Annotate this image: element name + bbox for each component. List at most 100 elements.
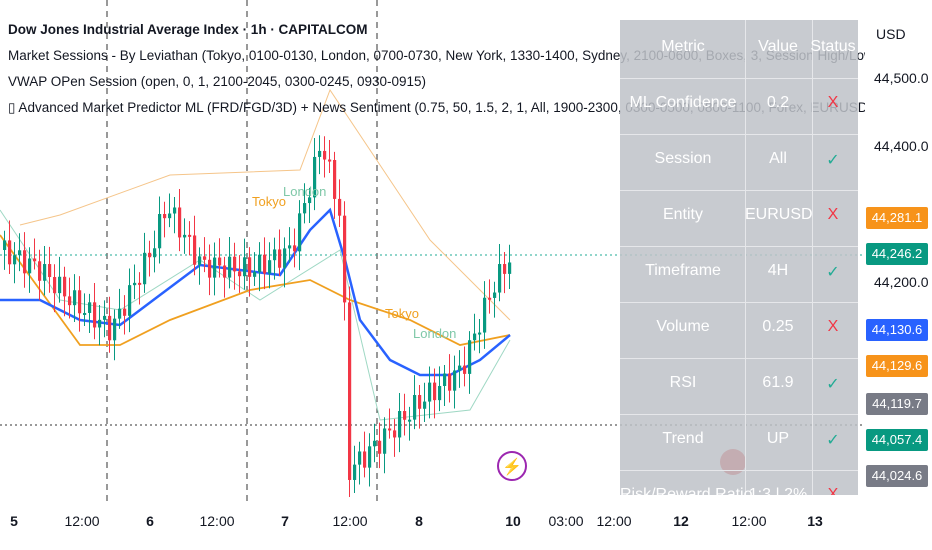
table-cell: Risk/Reward Ratio: [620, 486, 753, 495]
candle-body: [63, 276, 67, 297]
candle-body: [178, 207, 182, 238]
time-label: 5: [10, 513, 18, 529]
candle-body: [103, 315, 107, 320]
session-label: Tokyo: [252, 194, 286, 209]
price-tag: 44,024.6: [866, 465, 928, 487]
currency: USD: [876, 26, 906, 42]
candle-body: [138, 282, 142, 285]
price-tag: 44,246.2: [866, 243, 928, 265]
candle-body: [218, 257, 222, 266]
candle-body: [123, 308, 127, 316]
candle-body: [213, 257, 217, 278]
table-cell: Volume: [656, 318, 710, 335]
candle-body: [503, 264, 507, 274]
price-tag: 44,281.1: [866, 207, 928, 229]
price-label: 44,200.0: [874, 274, 929, 290]
candle-body: [268, 260, 272, 274]
candle-body: [198, 256, 202, 265]
price-label: 44,500.0: [874, 70, 929, 86]
table-cell: Timeframe: [645, 262, 721, 279]
candle-body: [463, 365, 467, 374]
title: Dow Jones Industrial Average Index · 1h …: [8, 22, 368, 37]
time-label: 8: [415, 513, 423, 529]
candle-body: [338, 198, 342, 216]
candle-body: [258, 254, 262, 273]
candle-body: [488, 297, 492, 300]
table-cell: UP: [766, 430, 790, 447]
candle-body: [158, 214, 162, 249]
candle-body: [438, 385, 442, 401]
row-divider: [620, 78, 858, 79]
candle-body: [33, 258, 37, 262]
session-label: London: [413, 326, 457, 341]
candle-body: [478, 332, 482, 335]
table-cell: RSI: [669, 374, 697, 391]
row-divider: [620, 358, 858, 359]
candle-body: [58, 276, 62, 294]
row-divider: [620, 190, 858, 191]
news-icon[interactable]: [497, 451, 527, 481]
candle-body: [453, 370, 457, 391]
candle-body: [228, 256, 232, 278]
table-cell: All: [769, 150, 787, 167]
time-label: 12:00: [199, 513, 235, 529]
table-cell: 0.25: [762, 318, 794, 335]
candle-body: [78, 290, 82, 314]
candle-body: [448, 373, 452, 391]
table-cell: Session: [654, 150, 712, 167]
candle-body: [173, 207, 177, 214]
table-cell: ✓: [826, 152, 840, 169]
candle-body: [193, 235, 197, 265]
candle-body: [403, 411, 407, 420]
candle-body: [93, 302, 97, 328]
candle-body: [388, 428, 392, 431]
candle-body: [293, 245, 297, 252]
candle-body: [333, 160, 337, 199]
candle-body: [43, 264, 47, 281]
candle-body: [458, 365, 462, 371]
candle-body: [143, 252, 147, 285]
table-cell: ✓: [826, 376, 840, 393]
candle-body: [128, 285, 132, 316]
candle-body: [418, 395, 422, 409]
session-label: Tokyo: [385, 306, 419, 321]
row-divider: [620, 134, 858, 135]
table-cell: X: [827, 206, 839, 223]
candle-body: [343, 215, 347, 303]
candle-body: [23, 250, 27, 274]
candle-body: [298, 213, 302, 252]
candle-body: [208, 259, 212, 278]
candle-body: [443, 373, 447, 386]
candle-body: [68, 296, 72, 306]
table-cell: 1:3 | 2%: [748, 486, 808, 495]
candle-body: [373, 440, 377, 447]
candle-body: [73, 290, 77, 306]
price-tag: 44,057.4: [866, 429, 928, 451]
table-header: Value: [758, 38, 798, 55]
time-label: 12:00: [332, 513, 368, 529]
candle-body: [483, 297, 487, 333]
candle-body: [113, 318, 117, 341]
candle-body: [473, 333, 477, 341]
session-box: [19, 88, 511, 321]
candle-body: [28, 258, 32, 274]
indicator: VWAP OPen Session (open, 0, 1, 2100-2045…: [8, 74, 427, 89]
candle-body: [323, 150, 327, 160]
candle-body: [358, 451, 362, 465]
candle-body: [153, 248, 157, 258]
news-icon-glyph: ⚡: [502, 457, 522, 476]
time-label: 12:00: [64, 513, 100, 529]
candle-body: [278, 249, 282, 268]
time-label: 13: [807, 513, 823, 529]
time-label: 03:00: [548, 513, 584, 529]
candle-body: [13, 255, 17, 265]
candle-body: [98, 319, 102, 328]
table-cell: ML Confidence: [629, 94, 737, 111]
column-divider: [745, 20, 746, 495]
time-label: 6: [146, 513, 154, 529]
table-cell: ✓: [826, 264, 840, 281]
table-cell: Trend: [662, 430, 704, 447]
candle-body: [288, 245, 292, 249]
candle-body: [383, 428, 387, 454]
